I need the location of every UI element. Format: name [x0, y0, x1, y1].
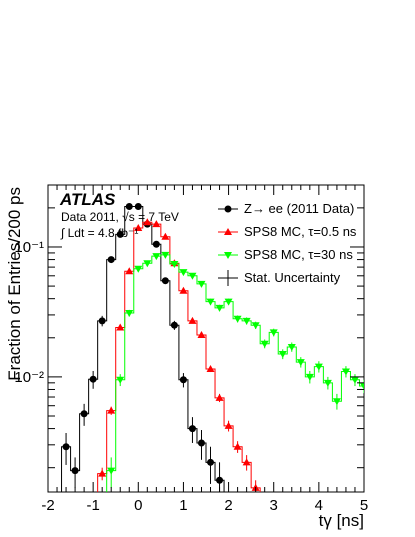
legend-marker-triangle-up	[224, 228, 232, 235]
data-point	[197, 280, 206, 288]
x-tick-label: -1	[86, 497, 99, 514]
data-point	[98, 469, 107, 477]
data-point	[215, 304, 224, 312]
data-point	[242, 317, 251, 325]
legend-marker-circle	[224, 205, 232, 213]
data-point	[80, 410, 88, 418]
data-point	[170, 260, 179, 268]
legend-entry-stat: Stat. Uncertainty	[218, 270, 341, 286]
data-point	[152, 253, 161, 261]
data-point	[269, 329, 278, 337]
legend-label-data: Z→ ee (2011 Data)	[244, 201, 354, 216]
y-tick-label: 10⁻¹	[14, 239, 44, 256]
data-point	[215, 393, 224, 401]
data-point	[116, 230, 124, 238]
data-point	[197, 331, 206, 339]
data-point	[206, 298, 215, 306]
data-point	[107, 406, 116, 414]
data-point	[188, 272, 197, 280]
data-point	[89, 375, 97, 383]
x-tick-label: -2	[41, 497, 54, 514]
data-point	[62, 443, 70, 451]
data-point	[350, 376, 359, 384]
data-point	[143, 218, 152, 226]
data-point	[116, 376, 125, 384]
data-point	[242, 458, 251, 466]
x-tick-label: 0	[134, 497, 142, 514]
data-point	[125, 202, 133, 210]
info-line-lumi: ∫ Ldt = 4.8 fb⁻¹	[60, 226, 138, 240]
x-tick-label: 1	[179, 497, 187, 514]
y-axis-title: Fraction of Entries/200 ps	[5, 187, 24, 381]
data-point	[143, 260, 152, 268]
axes: -2 -1 0 1 2 3 4 5 10⁻¹ 10⁻²	[14, 185, 368, 514]
x-tick-label: 5	[360, 497, 368, 514]
data-point	[134, 202, 142, 210]
experiment-label: ATLAS	[59, 190, 116, 209]
data-point	[161, 251, 170, 259]
data-point	[251, 322, 260, 330]
data-point	[305, 373, 314, 381]
data-point	[314, 363, 323, 371]
series-0	[61, 202, 225, 492]
x-tick-label: 3	[270, 497, 278, 514]
x-tick-label: 4	[315, 497, 323, 514]
data-point	[170, 321, 178, 329]
data-point	[323, 379, 332, 387]
data-point	[233, 442, 242, 450]
data-point	[179, 286, 188, 294]
data-point	[207, 458, 215, 466]
y-tick-label: 10⁻²	[14, 369, 44, 386]
data-point	[216, 476, 224, 484]
data-point	[233, 315, 242, 323]
data-point	[287, 343, 296, 351]
data-point	[152, 240, 160, 248]
data-point	[107, 467, 116, 475]
data-point	[98, 317, 106, 325]
series-2	[106, 251, 364, 492]
data-point	[134, 265, 143, 273]
data-point	[188, 425, 196, 433]
data-point	[332, 398, 341, 406]
legend-entry-data: Z→ ee (2011 Data)	[218, 201, 354, 216]
data-point	[206, 365, 215, 373]
series-step-line	[61, 205, 225, 492]
plot-frame	[47, 184, 365, 493]
data-point	[296, 359, 305, 367]
data-point	[224, 421, 233, 429]
legend-label-stat: Stat. Uncertainty	[244, 270, 341, 285]
data-point	[116, 323, 125, 331]
data-point	[197, 439, 205, 447]
data-point	[341, 368, 350, 376]
data-point	[134, 223, 143, 231]
legend-entry-tau30: SPS8 MC, τ=30 ns	[218, 247, 353, 262]
data-point	[224, 298, 233, 306]
x-axis-title: tγ [ns]	[319, 511, 364, 530]
data-point	[260, 340, 269, 348]
data-point	[161, 277, 169, 285]
data-point	[188, 316, 197, 324]
x-tick-label: 2	[224, 497, 232, 514]
legend-marker-triangle-down	[224, 252, 232, 259]
plot-border	[47, 184, 365, 493]
data-point	[179, 269, 188, 277]
data-point	[278, 351, 287, 359]
series-step-line	[106, 254, 364, 492]
data-point	[107, 256, 115, 264]
legend-label-tau05: SPS8 MC, τ=0.5 ns	[244, 224, 357, 239]
data-point	[152, 220, 161, 228]
data-point	[360, 383, 364, 391]
legend-entry-tau05: SPS8 MC, τ=0.5 ns	[218, 224, 357, 239]
data-point	[179, 376, 187, 384]
legend: Z→ ee (2011 Data) SPS8 MC, τ=0.5 ns SPS8…	[218, 201, 357, 286]
legend-label-tau30: SPS8 MC, τ=30 ns	[244, 247, 353, 262]
data-point	[161, 232, 170, 240]
info-line-data: Data 2011, √s = 7 TeV	[61, 210, 179, 224]
series-layer	[61, 202, 364, 492]
data-point	[125, 310, 134, 318]
data-point	[71, 467, 79, 475]
data-point	[125, 267, 134, 275]
